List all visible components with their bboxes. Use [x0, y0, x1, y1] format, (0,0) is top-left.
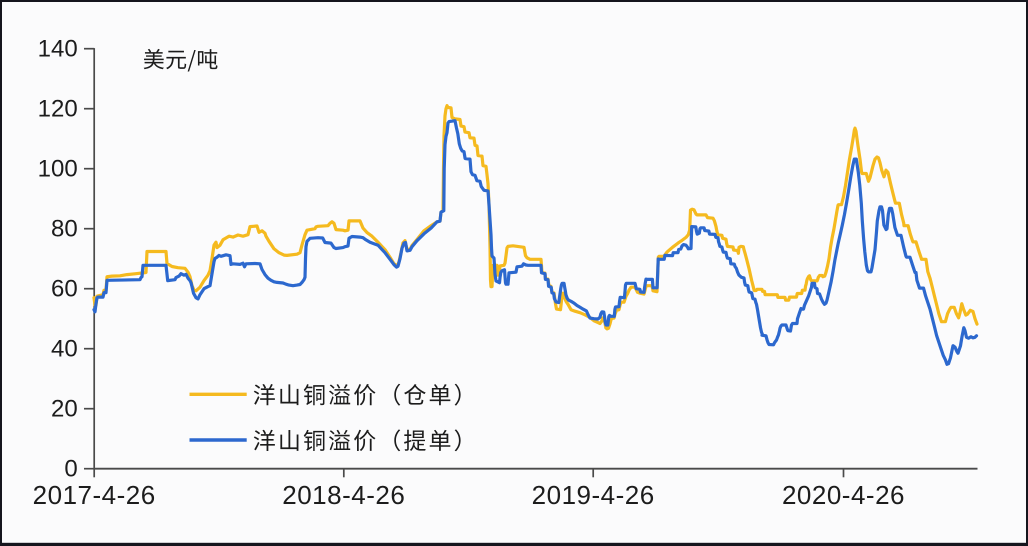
svg-text:80: 80 [51, 216, 78, 243]
svg-text:40: 40 [51, 336, 78, 363]
svg-text:120: 120 [38, 96, 78, 123]
svg-text:140: 140 [38, 36, 78, 63]
svg-text:60: 60 [51, 276, 78, 303]
svg-text:100: 100 [38, 156, 78, 183]
svg-text:2019-4-26: 2019-4-26 [532, 480, 655, 510]
svg-text:20: 20 [51, 396, 78, 423]
svg-text:2017-4-26: 2017-4-26 [33, 480, 156, 510]
svg-text:2020-4-26: 2020-4-26 [782, 480, 905, 510]
svg-text:0: 0 [64, 456, 77, 483]
svg-text:2018-4-26: 2018-4-26 [282, 480, 405, 510]
